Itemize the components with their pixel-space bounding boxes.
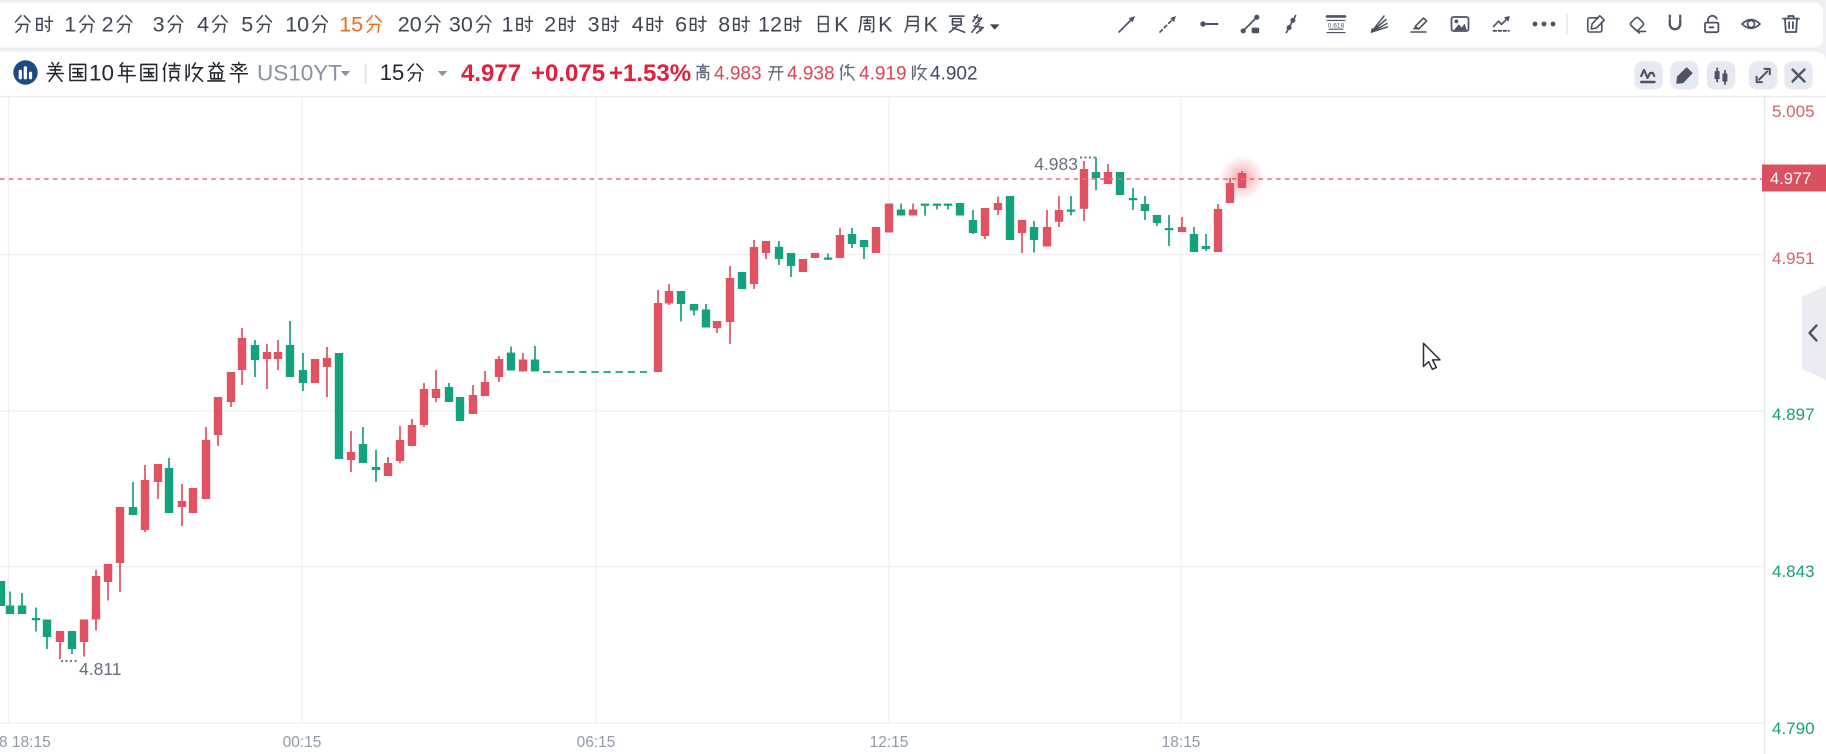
- svg-text:5: 5: [241, 13, 253, 37]
- svg-text:K: K: [834, 13, 849, 37]
- svg-text:3: 3: [153, 13, 165, 37]
- svg-text:US10YT: US10YT: [257, 60, 342, 85]
- svg-text:00:15: 00:15: [283, 734, 322, 751]
- svg-text:4.938: 4.938: [787, 63, 835, 84]
- svg-text:1: 1: [64, 13, 76, 37]
- svg-text:+0.075: +0.075: [531, 60, 605, 87]
- svg-text:+1.53%: +1.53%: [609, 60, 691, 87]
- svg-text:4.897: 4.897: [1772, 405, 1815, 424]
- svg-text:4.977: 4.977: [1770, 170, 1811, 188]
- svg-text:K: K: [878, 13, 893, 37]
- svg-text:6: 6: [675, 13, 687, 37]
- svg-text:10: 10: [89, 60, 114, 85]
- svg-text:15: 15: [380, 60, 404, 85]
- svg-text:4.902: 4.902: [930, 63, 978, 84]
- svg-text:4: 4: [632, 13, 644, 37]
- svg-text:4.983: 4.983: [714, 63, 762, 84]
- svg-text:1: 1: [502, 13, 514, 37]
- svg-text:4.977: 4.977: [461, 60, 521, 87]
- svg-text:12:15: 12:15: [870, 734, 909, 751]
- svg-text:5.005: 5.005: [1772, 102, 1815, 121]
- svg-text:20: 20: [398, 13, 422, 37]
- svg-text:4.843: 4.843: [1772, 562, 1815, 581]
- svg-text:06:15: 06:15: [577, 734, 616, 751]
- svg-text:4.951: 4.951: [1772, 249, 1815, 268]
- svg-text:15: 15: [339, 13, 363, 37]
- svg-text:18:15: 18:15: [1162, 734, 1201, 751]
- svg-text:10: 10: [285, 13, 309, 37]
- svg-text:4.919: 4.919: [859, 63, 907, 84]
- svg-text:4.811: 4.811: [79, 659, 122, 679]
- svg-text:2: 2: [544, 13, 556, 37]
- svg-text:K: K: [924, 13, 939, 37]
- svg-text:4.983: 4.983: [1034, 154, 1078, 174]
- svg-text:3: 3: [588, 13, 600, 37]
- svg-text:8 18:15: 8 18:15: [0, 734, 51, 751]
- svg-text:2: 2: [102, 13, 114, 37]
- svg-text:8: 8: [718, 13, 730, 37]
- svg-text:12: 12: [758, 13, 782, 37]
- svg-text:4: 4: [197, 13, 209, 37]
- svg-text:0.618: 0.618: [1328, 22, 1345, 29]
- svg-text:4.790: 4.790: [1772, 719, 1815, 738]
- svg-text:30: 30: [449, 13, 473, 37]
